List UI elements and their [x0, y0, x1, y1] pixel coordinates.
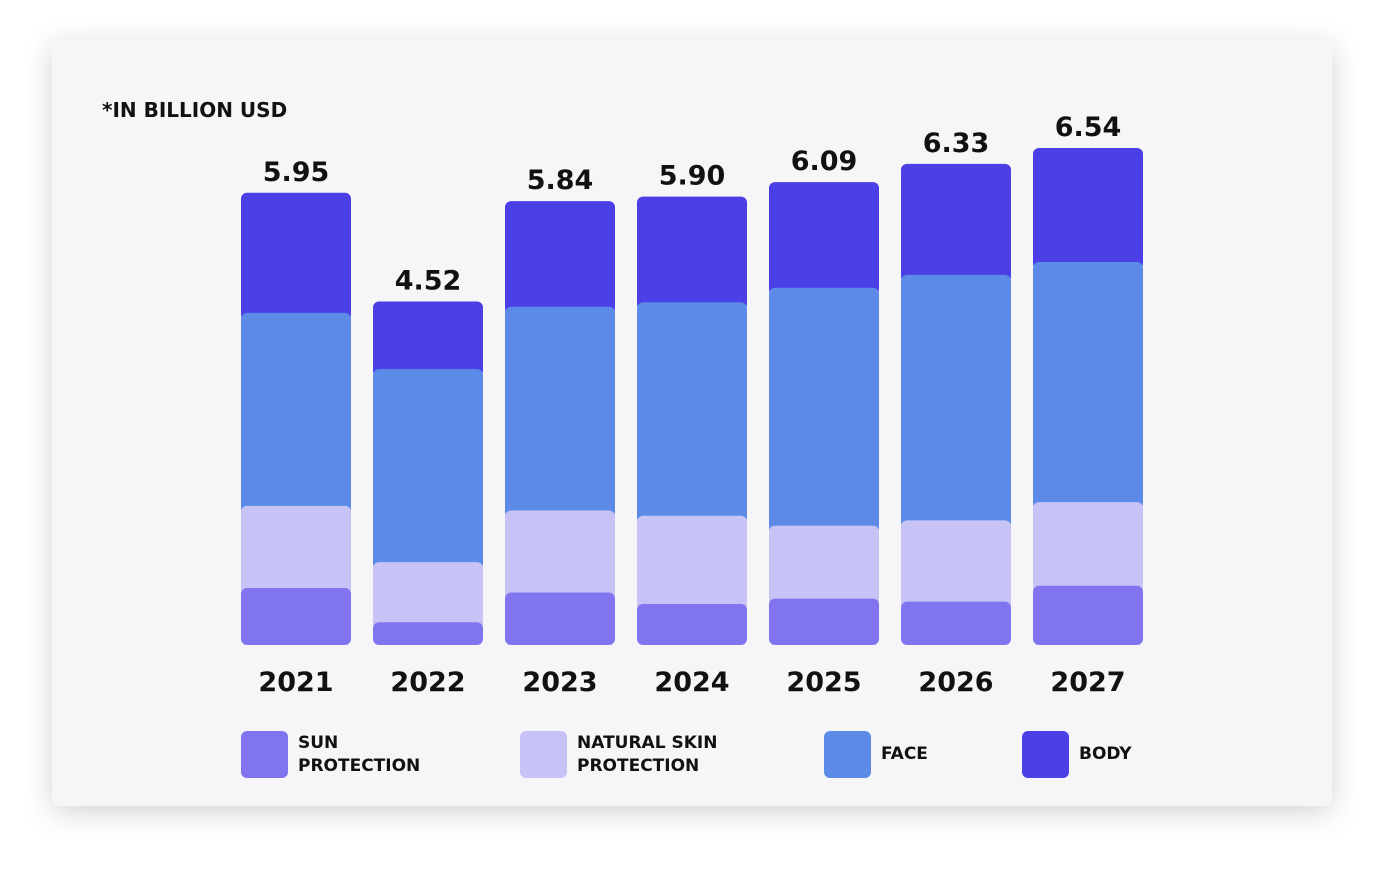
- bar-segment-2022-2: [373, 369, 483, 571]
- x-tick-label: 2022: [390, 667, 465, 698]
- bar-segment-2026-0: [901, 601, 1011, 645]
- legend-label: SUN PROTECTION: [298, 732, 421, 776]
- x-tick-label: 2027: [1050, 667, 1125, 698]
- bar-segment-2021-0: [241, 588, 351, 645]
- x-tick-label: 2023: [522, 667, 597, 698]
- bar-segment-2023-2: [505, 306, 615, 519]
- legend-item: SUN PROTECTION: [241, 731, 420, 778]
- bar-segment-2022-1: [373, 562, 483, 631]
- total-label: 4.52: [395, 265, 462, 296]
- bar-segment-2021-2: [241, 312, 351, 514]
- total-label: 5.84: [527, 165, 594, 196]
- legend-swatch: [824, 731, 871, 778]
- x-tick-label: 2024: [654, 667, 729, 698]
- total-label: 5.95: [263, 157, 330, 188]
- bar-segment-2025-0: [769, 598, 879, 645]
- bar-segment-2022-3: [373, 301, 483, 378]
- bar-segment-2027-0: [1033, 585, 1143, 645]
- bar-segment-2024-0: [637, 603, 747, 645]
- bar-segment-2027-3: [1033, 147, 1143, 270]
- bar-segment-2026-2: [901, 274, 1011, 529]
- x-tick-label: 2026: [918, 667, 993, 698]
- legend-item: BODY: [1022, 731, 1132, 778]
- bar-segment-2025-1: [769, 525, 879, 607]
- bar-segment-2022-0: [373, 622, 483, 645]
- legend-label: BODY: [1079, 744, 1132, 764]
- bar-segment-2024-2: [637, 302, 747, 524]
- total-label: 5.90: [659, 161, 726, 192]
- bar-segment-2024-3: [637, 196, 747, 311]
- legend-swatch: [1022, 731, 1069, 778]
- bar-segment-2027-1: [1033, 502, 1143, 594]
- legend-swatch: [520, 731, 567, 778]
- legend-label: FACE: [881, 744, 928, 764]
- legend-label: NATURAL SKIN PROTECTION: [577, 732, 718, 776]
- x-tick-label: 2025: [786, 667, 861, 698]
- legend-item: FACE: [824, 731, 928, 778]
- bar-segment-2024-1: [637, 515, 747, 612]
- bar-segment-2026-1: [901, 520, 1011, 610]
- bar-segment-2025-2: [769, 287, 879, 534]
- unit-note: *IN BILLION USD: [102, 98, 288, 122]
- bar-segment-2023-1: [505, 510, 615, 601]
- bar-segment-2023-0: [505, 592, 615, 645]
- bar-segment-2027-2: [1033, 261, 1143, 511]
- bar-segment-2025-3: [769, 182, 879, 296]
- total-label: 6.33: [923, 128, 990, 159]
- bar-segment-2026-3: [901, 163, 1011, 283]
- total-label: 6.09: [791, 146, 858, 177]
- legend-swatch: [241, 731, 288, 778]
- bar-segment-2023-3: [505, 201, 615, 315]
- x-tick-label: 2021: [258, 667, 333, 698]
- legend-item: NATURAL SKIN PROTECTION: [520, 731, 717, 778]
- bar-segment-2021-3: [241, 192, 351, 321]
- bar-segment-2021-1: [241, 505, 351, 596]
- total-label: 6.54: [1055, 112, 1122, 143]
